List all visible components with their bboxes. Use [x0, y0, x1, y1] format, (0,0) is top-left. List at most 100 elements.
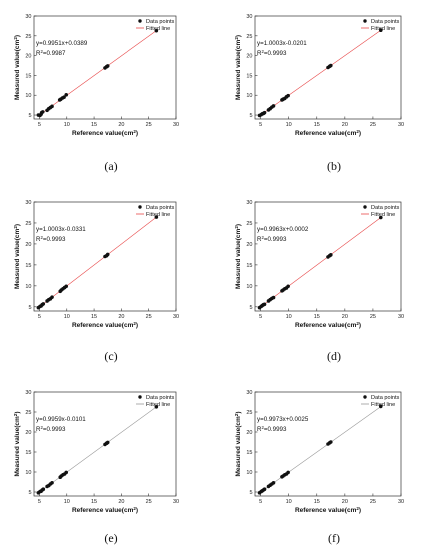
x-tick-label: 5: [38, 499, 41, 505]
y-axis-label-suffix: ): [14, 224, 21, 226]
x-axis-label: Reference value(cm2): [295, 506, 361, 515]
data-point: [40, 110, 45, 114]
y-axis-label: Measured value(cm2): [13, 224, 22, 289]
legend-point-symbol: [363, 205, 367, 209]
data-point: [64, 470, 69, 475]
x-tick-label: 30: [173, 314, 179, 320]
data-point: [41, 302, 46, 306]
y-tick-label: 30: [246, 14, 252, 20]
x-tick-label: 5: [38, 122, 41, 128]
legend-point-symbol: [138, 205, 142, 209]
plot-frame: [33, 15, 177, 120]
x-axis-label: Reference value(cm2): [72, 129, 138, 138]
data-point: [378, 215, 383, 220]
y-tick-label: 20: [25, 242, 31, 248]
legend-points-label: Data points: [146, 19, 174, 25]
y-tick-label: 10: [25, 284, 31, 290]
fitted-line: [38, 29, 158, 117]
legend-line-label: Fitted line: [146, 402, 170, 408]
legend-line-label: Fitted line: [371, 26, 395, 32]
x-tick-label: 20: [342, 314, 348, 320]
panel-caption: (c): [104, 349, 117, 363]
y-axis-label-suffix: ): [235, 35, 242, 37]
y-tick-label: 5: [28, 490, 31, 496]
y-tick-label: 15: [246, 450, 252, 456]
r-squared: R2=0.9993: [36, 425, 66, 434]
data-point: [286, 93, 290, 98]
data-point: [329, 63, 333, 68]
y-tick-label: 20: [246, 54, 252, 60]
x-tick-label: 10: [64, 314, 70, 320]
panel-caption: (f): [328, 531, 340, 545]
data-point: [286, 284, 290, 289]
y-tick-label: 15: [25, 263, 31, 269]
y-tick-label: 30: [246, 390, 252, 396]
r-squared: R2=0.9993: [36, 235, 66, 244]
y-tick-label: 15: [25, 450, 31, 456]
data-point: [378, 404, 383, 409]
data-point: [41, 487, 46, 492]
x-tick-label: 25: [146, 122, 152, 128]
legend-line-label: Fitted line: [371, 402, 395, 408]
data-point: [154, 215, 159, 219]
y-axis-label-suffix: ): [235, 411, 242, 413]
y-tick-label: 20: [246, 430, 252, 436]
plot-frame: [254, 391, 402, 497]
x-tick-label: 15: [91, 499, 97, 505]
y-tick-label: 30: [246, 200, 252, 206]
data-point: [105, 64, 110, 68]
x-tick-label: 15: [314, 314, 320, 320]
panel-caption: (a): [104, 159, 117, 173]
x-axis-label-suffix: ): [359, 507, 361, 514]
y-tick-label: 30: [25, 14, 31, 20]
y-axis-label-sup: 2: [13, 37, 18, 40]
x-tick-label: 10: [286, 499, 292, 505]
x-axis-label-sup: 2: [356, 506, 359, 511]
y-tick-label: 5: [249, 490, 252, 496]
x-axis-label-sup: 2: [356, 129, 359, 134]
r-squared-value: =0.9993: [264, 50, 287, 57]
x-tick-label: 15: [91, 314, 97, 320]
data-point: [50, 295, 54, 299]
y-axis-label: Measured value(cm2): [13, 411, 22, 476]
y-tick-label: 5: [249, 305, 252, 311]
y-axis-label-text: Measured value(cm: [235, 228, 242, 289]
x-tick-label: 20: [342, 499, 348, 505]
y-tick-label: 25: [246, 410, 252, 416]
fit-equation: y=1.0003x-0.0201: [257, 40, 307, 47]
r-squared: R2=0.9993: [257, 425, 287, 434]
x-tick-label: 15: [314, 499, 320, 505]
panel-caption: (d): [327, 349, 341, 363]
y-tick-label: 30: [25, 200, 31, 206]
data-point: [64, 93, 69, 97]
data-point: [271, 295, 276, 300]
y-axis-label-sup: 2: [234, 37, 239, 40]
r-squared-value: =0.9993: [264, 236, 287, 243]
r-squared-sup: 2: [261, 425, 264, 430]
x-tick-label: 5: [259, 499, 262, 505]
y-axis-label-suffix: ): [235, 224, 242, 226]
data-point: [262, 110, 267, 115]
r-squared-value: =0.9987: [43, 50, 66, 57]
x-axis-label-suffix: ): [136, 322, 138, 329]
x-tick-label: 30: [398, 122, 404, 128]
scatter-panel: 5 10 15 20 25 30 5 10 15 20 25 30 Reference value(cm…: [234, 390, 405, 545]
data-point: [262, 302, 267, 307]
x-axis-label: Reference value(cm2): [295, 321, 361, 330]
y-axis-label-sup: 2: [13, 226, 18, 229]
scatter-panel: 5 10 15 20 25 30 5 10 15 20 25 30 Reference value(cm…: [13, 14, 180, 173]
y-axis-label-text: Measured value(cm: [235, 416, 242, 477]
r-squared: R2=0.9987: [36, 49, 66, 58]
y-tick-label: 15: [25, 73, 31, 79]
r-squared-sup: 2: [261, 235, 264, 240]
x-axis-label-text: Reference value(cm: [72, 507, 134, 514]
y-tick-label: 5: [28, 305, 31, 311]
y-axis-label: Measured value(cm2): [234, 224, 243, 289]
scatter-panel: 5 10 15 20 25 30 5 10 15 20 25 30 Reference value(cm…: [234, 200, 405, 363]
y-tick-label: 25: [246, 221, 252, 227]
y-tick-label: 10: [25, 470, 31, 476]
y-tick-label: 10: [246, 284, 252, 290]
y-axis-label: Measured value(cm2): [234, 35, 243, 100]
r-squared: R2=0.9993: [257, 235, 287, 244]
